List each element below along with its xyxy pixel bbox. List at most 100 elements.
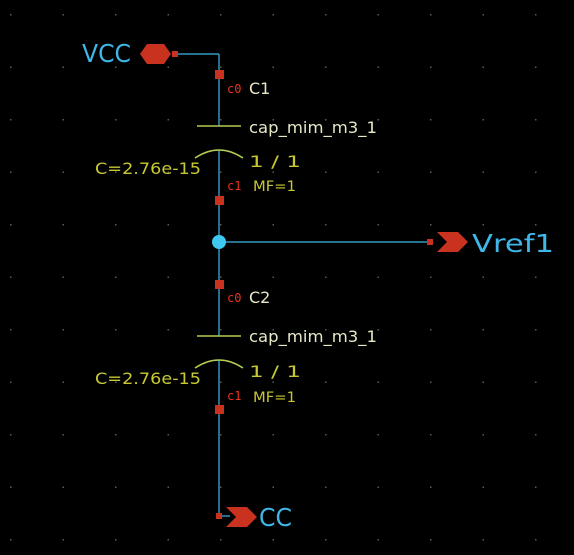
grid-dot [167, 224, 169, 226]
output-pin-icon[interactable] [437, 232, 468, 252]
grid-dot [115, 171, 117, 173]
grid-dot [220, 486, 222, 488]
grid-dot [62, 171, 64, 173]
grid-dot [535, 66, 537, 68]
grid-dot [430, 486, 432, 488]
pin-c1-bottom[interactable] [215, 196, 224, 205]
grid-dot [115, 276, 117, 278]
grid-dot [535, 329, 537, 331]
grid-dot [272, 276, 274, 278]
grid-dot [535, 276, 537, 278]
grid-dot [325, 14, 327, 16]
grid-dot [167, 539, 169, 541]
grid-dot [482, 276, 484, 278]
grid-dot [535, 224, 537, 226]
grid-dot [62, 539, 64, 541]
wire-net-vcc[interactable] [176, 53, 220, 74]
grid-dot [325, 119, 327, 121]
grid-dot [325, 539, 327, 541]
grid-dot [220, 329, 222, 331]
wire-net-vref1[interactable] [218, 74, 431, 284]
grid-dot [115, 119, 117, 121]
pin-c2-bottom[interactable] [215, 405, 224, 414]
capacitor-c2-bottom-plate[interactable] [194, 359, 244, 369]
grid-dot [220, 224, 222, 226]
port-vcc-pin[interactable] [172, 51, 178, 57]
grid-dot [10, 14, 12, 16]
grid-dot [167, 14, 169, 16]
grid-dot [430, 381, 432, 383]
grid-dot [115, 486, 117, 488]
port-vref1-pin[interactable] [427, 239, 433, 245]
grid-dot [325, 171, 327, 173]
grid-dot [220, 381, 222, 383]
grid-dot [167, 66, 169, 68]
grid-dot [62, 486, 64, 488]
capacitor-c1-bottom-plate[interactable] [194, 149, 244, 159]
grid-dot [62, 381, 64, 383]
grid-dot [167, 329, 169, 331]
grid-dot [377, 224, 379, 226]
junction-dot[interactable] [212, 235, 226, 249]
grid-dot [482, 224, 484, 226]
grid-dot [430, 224, 432, 226]
grid-dot [325, 329, 327, 331]
grid-dot [10, 66, 12, 68]
grid-dot [430, 276, 432, 278]
grid-dot [10, 539, 12, 541]
grid-dot [430, 66, 432, 68]
grid-dot [115, 224, 117, 226]
grid-dot [272, 66, 274, 68]
wire-net-cc[interactable] [218, 284, 230, 517]
grid-dot [62, 276, 64, 278]
capacitor-c2-ratio: 1 / 1 [249, 362, 301, 381]
port-cc-pin[interactable] [216, 513, 222, 519]
grid-dot [377, 276, 379, 278]
grid-dot [325, 276, 327, 278]
grid-dot [220, 276, 222, 278]
grid-dot [272, 381, 274, 383]
grid-dot [10, 224, 12, 226]
grid-dot [482, 486, 484, 488]
grid-dot [377, 486, 379, 488]
capacitor-c2[interactable]: c0 C2 cap_mim_m3_1 1 / 1 C=2.76e-15 c1 M… [95, 280, 377, 414]
grid-dot [62, 14, 64, 16]
grid-dot [220, 66, 222, 68]
capacitor-c1-ratio: 1 / 1 [249, 152, 301, 171]
grid-dot [167, 276, 169, 278]
grid-dot [272, 434, 274, 436]
grid-dot [62, 66, 64, 68]
grid-dot [482, 66, 484, 68]
port-vcc[interactable]: VCC [82, 39, 178, 68]
grid-dot [167, 119, 169, 121]
grid-dot [377, 539, 379, 541]
grid-dot [482, 539, 484, 541]
output-pin-icon[interactable] [226, 507, 257, 527]
grid-dot [430, 119, 432, 121]
grid-dot [325, 434, 327, 436]
grid-dot [10, 329, 12, 331]
grid-dot [430, 14, 432, 16]
grid-dot [482, 381, 484, 383]
grid-dot [325, 66, 327, 68]
grid-dot [430, 329, 432, 331]
grid-dot [377, 381, 379, 383]
grid-dot [482, 171, 484, 173]
grid-dot [10, 486, 12, 488]
bidirectional-pin-icon[interactable] [140, 44, 171, 64]
grid-dot [272, 486, 274, 488]
grid-dot [535, 171, 537, 173]
grid-dot [482, 119, 484, 121]
pin-c2-top[interactable] [215, 280, 224, 289]
pin-c1-top[interactable] [215, 70, 224, 79]
port-cc[interactable]: CC [216, 503, 292, 532]
port-vref1[interactable]: Vref1 [427, 229, 554, 258]
capacitor-c1[interactable]: c0 C1 cap_mim_m3_1 1 / 1 C=2.76e-15 c1 M… [95, 70, 377, 205]
grid-dot [220, 14, 222, 16]
grid-dot [167, 171, 169, 173]
grid-dot [482, 14, 484, 16]
grid-dot [220, 539, 222, 541]
pin-c1-top-label: c0 [227, 82, 241, 96]
grid-dot [535, 381, 537, 383]
